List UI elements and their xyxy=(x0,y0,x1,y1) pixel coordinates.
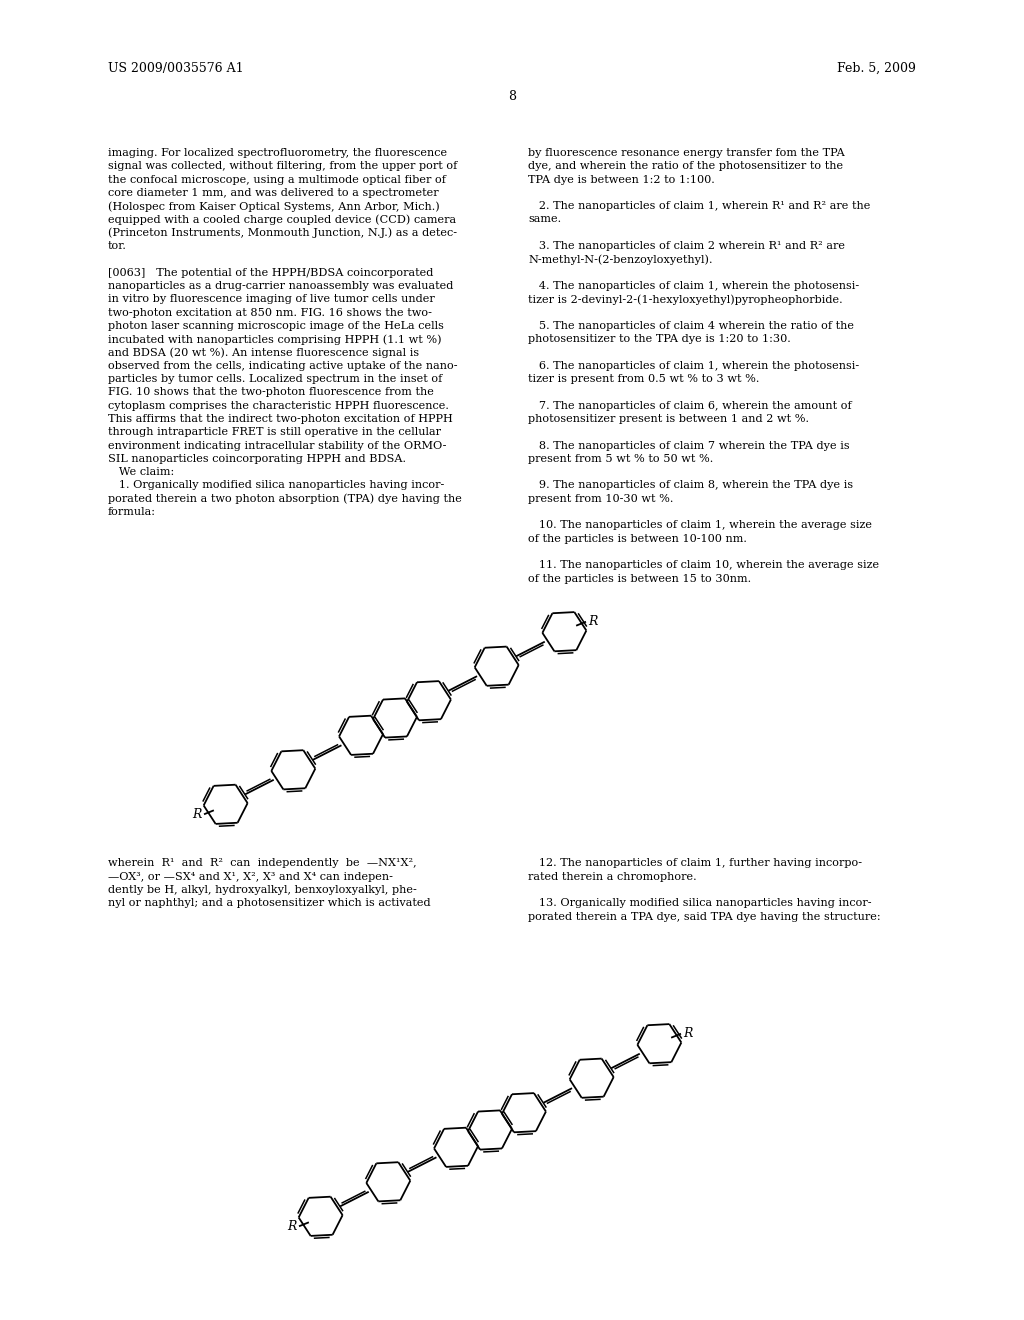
Text: present from 10-30 wt %.: present from 10-30 wt %. xyxy=(528,494,674,504)
Text: present from 5 wt % to 50 wt %.: present from 5 wt % to 50 wt %. xyxy=(528,454,714,463)
Text: imaging. For localized spectrofluorometry, the fluorescence: imaging. For localized spectrofluorometr… xyxy=(108,148,447,158)
Text: photosensitizer present is between 1 and 2 wt %.: photosensitizer present is between 1 and… xyxy=(528,414,809,424)
Text: (Princeton Instruments, Monmouth Junction, N.J.) as a detec-: (Princeton Instruments, Monmouth Junctio… xyxy=(108,228,457,239)
Text: 5. The nanoparticles of claim 4 wherein the ratio of the: 5. The nanoparticles of claim 4 wherein … xyxy=(528,321,854,331)
Text: TPA dye is between 1:2 to 1:100.: TPA dye is between 1:2 to 1:100. xyxy=(528,174,715,185)
Text: incubated with nanoparticles comprising HPPH (1.1 wt %): incubated with nanoparticles comprising … xyxy=(108,334,441,345)
Text: R: R xyxy=(588,615,597,628)
Text: same.: same. xyxy=(528,214,561,224)
Text: of the particles is between 15 to 30nm.: of the particles is between 15 to 30nm. xyxy=(528,574,752,583)
Text: and BDSA (20 wt %). An intense fluorescence signal is: and BDSA (20 wt %). An intense fluoresce… xyxy=(108,347,419,358)
Text: R: R xyxy=(683,1027,692,1040)
Text: 11. The nanoparticles of claim 10, wherein the average size: 11. The nanoparticles of claim 10, where… xyxy=(528,560,880,570)
Text: 3. The nanoparticles of claim 2 wherein R¹ and R² are: 3. The nanoparticles of claim 2 wherein … xyxy=(528,242,845,251)
Text: 10. The nanoparticles of claim 1, wherein the average size: 10. The nanoparticles of claim 1, wherei… xyxy=(528,520,872,531)
Text: environment indicating intracellular stability of the ORMO-: environment indicating intracellular sta… xyxy=(108,441,446,450)
Text: the confocal microscope, using a multimode optical fiber of: the confocal microscope, using a multimo… xyxy=(108,174,445,185)
Text: observed from the cells, indicating active uptake of the nano-: observed from the cells, indicating acti… xyxy=(108,360,458,371)
Text: US 2009/0035576 A1: US 2009/0035576 A1 xyxy=(108,62,244,75)
Text: wherein  R¹  and  R²  can  independently  be  —NX¹X²,: wherein R¹ and R² can independently be —… xyxy=(108,858,417,869)
Text: particles by tumor cells. Localized spectrum in the inset of: particles by tumor cells. Localized spec… xyxy=(108,374,442,384)
Text: N-methyl-N-(2-benzoyloxyethyl).: N-methyl-N-(2-benzoyloxyethyl). xyxy=(528,255,713,265)
Text: R: R xyxy=(288,1220,297,1233)
Text: 12. The nanoparticles of claim 1, further having incorpo-: 12. The nanoparticles of claim 1, furthe… xyxy=(528,858,862,869)
Text: FIG. 10 shows that the two-photon fluorescence from the: FIG. 10 shows that the two-photon fluore… xyxy=(108,387,434,397)
Text: porated therein a TPA dye, said TPA dye having the structure:: porated therein a TPA dye, said TPA dye … xyxy=(528,912,881,921)
Text: 8: 8 xyxy=(508,90,516,103)
Text: We claim:: We claim: xyxy=(108,467,174,478)
Text: signal was collected, without filtering, from the upper port of: signal was collected, without filtering,… xyxy=(108,161,458,172)
Text: in vitro by fluorescence imaging of live tumor cells under: in vitro by fluorescence imaging of live… xyxy=(108,294,435,305)
Text: cytoplasm comprises the characteristic HPPH fluorescence.: cytoplasm comprises the characteristic H… xyxy=(108,401,449,411)
Text: dently be H, alkyl, hydroxyalkyl, benxoyloxyalkyl, phe-: dently be H, alkyl, hydroxyalkyl, benxoy… xyxy=(108,884,417,895)
Text: 9. The nanoparticles of claim 8, wherein the TPA dye is: 9. The nanoparticles of claim 8, wherein… xyxy=(528,480,853,491)
Text: through intraparticle FRET is still operative in the cellular: through intraparticle FRET is still oper… xyxy=(108,428,441,437)
Text: core diameter 1 mm, and was delivered to a spectrometer: core diameter 1 mm, and was delivered to… xyxy=(108,187,438,198)
Text: 1. Organically modified silica nanoparticles having incor-: 1. Organically modified silica nanoparti… xyxy=(108,480,444,491)
Text: porated therein a two photon absorption (TPA) dye having the: porated therein a two photon absorption … xyxy=(108,494,462,504)
Text: Feb. 5, 2009: Feb. 5, 2009 xyxy=(838,62,916,75)
Text: rated therein a chromophore.: rated therein a chromophore. xyxy=(528,871,696,882)
Text: dye, and wherein the ratio of the photosensitizer to the: dye, and wherein the ratio of the photos… xyxy=(528,161,843,172)
Text: 6. The nanoparticles of claim 1, wherein the photosensi-: 6. The nanoparticles of claim 1, wherein… xyxy=(528,360,859,371)
Text: by fluorescence resonance energy transfer fom the TPA: by fluorescence resonance energy transfe… xyxy=(528,148,845,158)
Text: formula:: formula: xyxy=(108,507,156,517)
Text: [0063]   The potential of the HPPH/BDSA coincorporated: [0063] The potential of the HPPH/BDSA co… xyxy=(108,268,433,277)
Text: two-photon excitation at 850 nm. FIG. 16 shows the two-: two-photon excitation at 850 nm. FIG. 16… xyxy=(108,308,432,318)
Text: 4. The nanoparticles of claim 1, wherein the photosensi-: 4. The nanoparticles of claim 1, wherein… xyxy=(528,281,859,290)
Text: (Holospec from Kaiser Optical Systems, Ann Arbor, Mich.): (Holospec from Kaiser Optical Systems, A… xyxy=(108,201,439,211)
Text: SIL nanoparticles coincorporating HPPH and BDSA.: SIL nanoparticles coincorporating HPPH a… xyxy=(108,454,406,463)
Text: This affirms that the indirect two-photon excitation of HPPH: This affirms that the indirect two-photo… xyxy=(108,414,453,424)
Text: photosensitizer to the TPA dye is 1:20 to 1:30.: photosensitizer to the TPA dye is 1:20 t… xyxy=(528,334,791,345)
Text: nanoparticles as a drug-carrier nanoassembly was evaluated: nanoparticles as a drug-carrier nanoasse… xyxy=(108,281,454,290)
Text: —OX³, or —SX⁴ and X¹, X², X³ and X⁴ can indepen-: —OX³, or —SX⁴ and X¹, X², X³ and X⁴ can … xyxy=(108,871,393,882)
Text: nyl or naphthyl; and a photosensitizer which is activated: nyl or naphthyl; and a photosensitizer w… xyxy=(108,899,431,908)
Text: 8. The nanoparticles of claim 7 wherein the TPA dye is: 8. The nanoparticles of claim 7 wherein … xyxy=(528,441,850,450)
Text: 13. Organically modified silica nanoparticles having incor-: 13. Organically modified silica nanopart… xyxy=(528,899,871,908)
Text: tizer is 2-devinyl-2-(1-hexyloxyethyl)pyropheophorbide.: tizer is 2-devinyl-2-(1-hexyloxyethyl)py… xyxy=(528,294,843,305)
Text: of the particles is between 10-100 nm.: of the particles is between 10-100 nm. xyxy=(528,533,746,544)
Text: photon laser scanning microscopic image of the HeLa cells: photon laser scanning microscopic image … xyxy=(108,321,443,331)
Text: 7. The nanoparticles of claim 6, wherein the amount of: 7. The nanoparticles of claim 6, wherein… xyxy=(528,401,852,411)
Text: tizer is present from 0.5 wt % to 3 wt %.: tizer is present from 0.5 wt % to 3 wt %… xyxy=(528,374,760,384)
Text: 2. The nanoparticles of claim 1, wherein R¹ and R² are the: 2. The nanoparticles of claim 1, wherein… xyxy=(528,201,870,211)
Text: tor.: tor. xyxy=(108,242,127,251)
Text: equipped with a cooled charge coupled device (CCD) camera: equipped with a cooled charge coupled de… xyxy=(108,214,456,226)
Text: R: R xyxy=(193,808,202,821)
